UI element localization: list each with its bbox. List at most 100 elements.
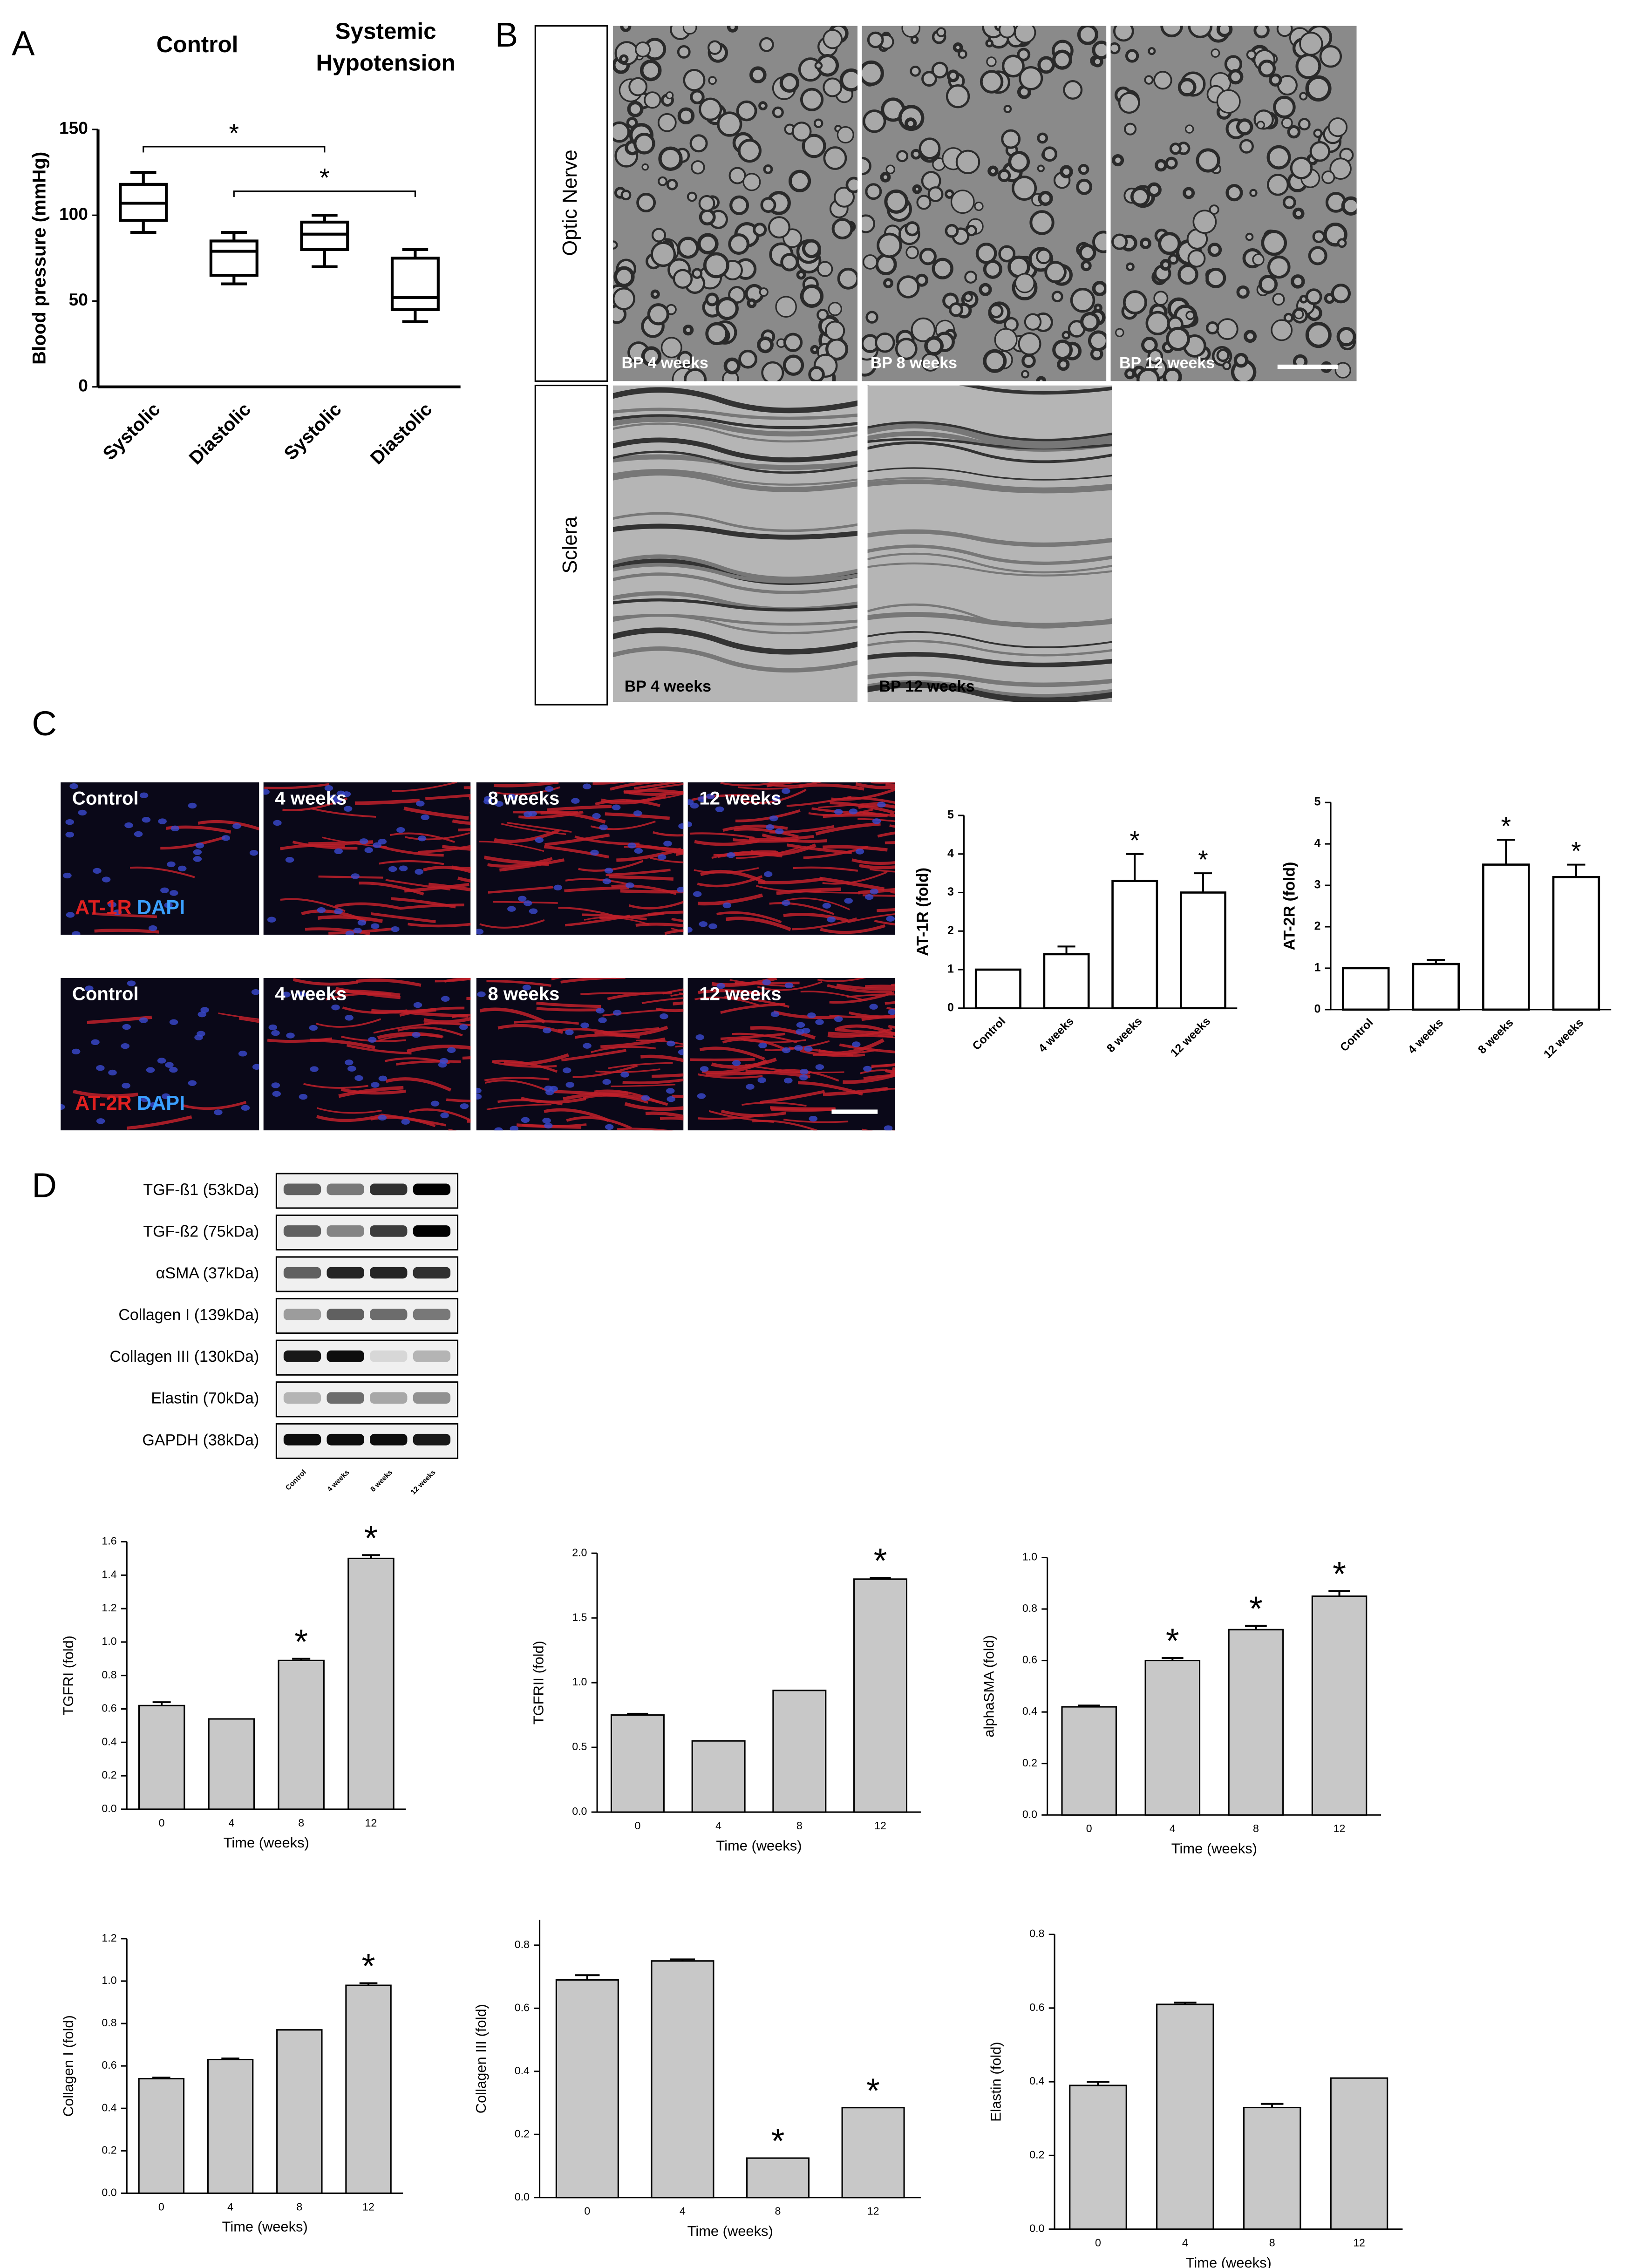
nucleus bbox=[708, 923, 717, 930]
nucleus bbox=[483, 798, 492, 805]
bar bbox=[841, 2107, 905, 2199]
red-signal bbox=[701, 1059, 768, 1074]
red-signal bbox=[871, 1063, 895, 1068]
y-tick-label: 4 bbox=[947, 847, 954, 860]
red-signal bbox=[620, 889, 684, 894]
nucleus bbox=[697, 1093, 706, 1099]
red-signal bbox=[483, 856, 549, 866]
axon bbox=[814, 61, 823, 70]
nucleus bbox=[507, 906, 516, 912]
red-signal bbox=[303, 1083, 368, 1089]
nucleus bbox=[238, 1051, 247, 1057]
nucleus bbox=[167, 861, 176, 868]
red-signal bbox=[839, 1043, 895, 1053]
bar bbox=[610, 1714, 665, 1813]
red-signal bbox=[871, 782, 895, 784]
significance-bracket bbox=[233, 190, 416, 197]
nucleus bbox=[782, 788, 790, 794]
y-tick-label: 0.0 bbox=[572, 1805, 587, 1817]
nucleus bbox=[251, 989, 259, 995]
red-signal bbox=[697, 875, 763, 888]
red-signal bbox=[280, 898, 346, 912]
x-axis-label: Time (weeks) bbox=[222, 2219, 308, 2235]
axon bbox=[988, 304, 1004, 319]
nucleus bbox=[142, 817, 151, 823]
red-signal bbox=[748, 835, 814, 841]
nucleus bbox=[695, 1034, 705, 1040]
red-signal bbox=[623, 789, 684, 794]
nucleus bbox=[517, 896, 527, 902]
marker-label: AT-1R bbox=[75, 896, 132, 919]
red-signal bbox=[808, 808, 874, 816]
nucleus bbox=[371, 1082, 380, 1088]
axon bbox=[697, 233, 719, 255]
nucleus bbox=[815, 1064, 824, 1070]
nucleus bbox=[796, 1022, 805, 1028]
nucleus bbox=[869, 1004, 878, 1010]
y-tick-label: 1.2 bbox=[102, 1602, 116, 1614]
red-signal bbox=[827, 984, 892, 994]
axon bbox=[749, 66, 767, 84]
axon bbox=[796, 270, 806, 280]
red-signal bbox=[689, 832, 755, 839]
red-signal bbox=[594, 1089, 660, 1104]
nucleus bbox=[775, 828, 784, 835]
axon bbox=[1336, 326, 1356, 346]
axon bbox=[1144, 75, 1154, 85]
axon bbox=[1299, 92, 1308, 101]
bar bbox=[1228, 1629, 1284, 1816]
axon bbox=[628, 77, 648, 96]
axon bbox=[779, 73, 800, 93]
collagen-fiber bbox=[867, 544, 1112, 565]
red-signal bbox=[316, 1018, 381, 1028]
significance-label: * bbox=[771, 2122, 785, 2160]
nucleus bbox=[297, 991, 306, 998]
red-signal bbox=[847, 913, 895, 923]
red-signal bbox=[606, 869, 671, 876]
y-tick-label: 0.2 bbox=[1022, 1757, 1037, 1769]
red-signal bbox=[671, 917, 684, 923]
red-signal bbox=[487, 857, 553, 868]
red-signal bbox=[346, 1044, 412, 1055]
axon bbox=[1256, 121, 1265, 129]
axon bbox=[626, 117, 638, 129]
red-signal bbox=[697, 893, 763, 906]
red-signal bbox=[786, 796, 852, 807]
nucleus bbox=[758, 1042, 767, 1048]
nucleus bbox=[863, 1066, 872, 1072]
y-tick-label: 0.0 bbox=[1022, 1808, 1037, 1820]
axon bbox=[660, 337, 682, 359]
red-signal bbox=[408, 923, 471, 928]
axon bbox=[877, 232, 902, 258]
group-label: Control bbox=[156, 32, 238, 57]
blot-band bbox=[327, 1225, 364, 1237]
red-signal bbox=[823, 845, 888, 852]
nucleus bbox=[347, 1066, 356, 1072]
y-tick-label: 3 bbox=[947, 886, 954, 898]
red-signal bbox=[770, 1107, 836, 1112]
red-signal bbox=[442, 845, 471, 851]
bar bbox=[1069, 2085, 1127, 2230]
red-signal bbox=[546, 805, 612, 812]
nucleus bbox=[565, 1029, 574, 1035]
nucleus bbox=[757, 1077, 767, 1083]
axon bbox=[1328, 117, 1348, 137]
red-signal bbox=[574, 1033, 640, 1039]
red-signal bbox=[674, 849, 684, 854]
red-signal bbox=[711, 1057, 777, 1069]
significance-label: * bbox=[874, 1541, 887, 1580]
collagen-fiber bbox=[867, 438, 1112, 450]
red-signal bbox=[340, 1088, 406, 1095]
axon bbox=[945, 189, 954, 199]
significance-label: * bbox=[364, 1519, 378, 1557]
nucleus bbox=[72, 931, 81, 935]
nucleus bbox=[334, 848, 343, 854]
x-axis-label: Time (weeks) bbox=[1171, 1840, 1257, 1857]
nucleus bbox=[706, 793, 715, 800]
axon bbox=[987, 165, 999, 177]
red-signal bbox=[822, 871, 888, 885]
nucleus bbox=[195, 842, 204, 849]
axon bbox=[828, 302, 843, 316]
axon bbox=[1184, 124, 1194, 134]
red-signal bbox=[793, 866, 858, 872]
